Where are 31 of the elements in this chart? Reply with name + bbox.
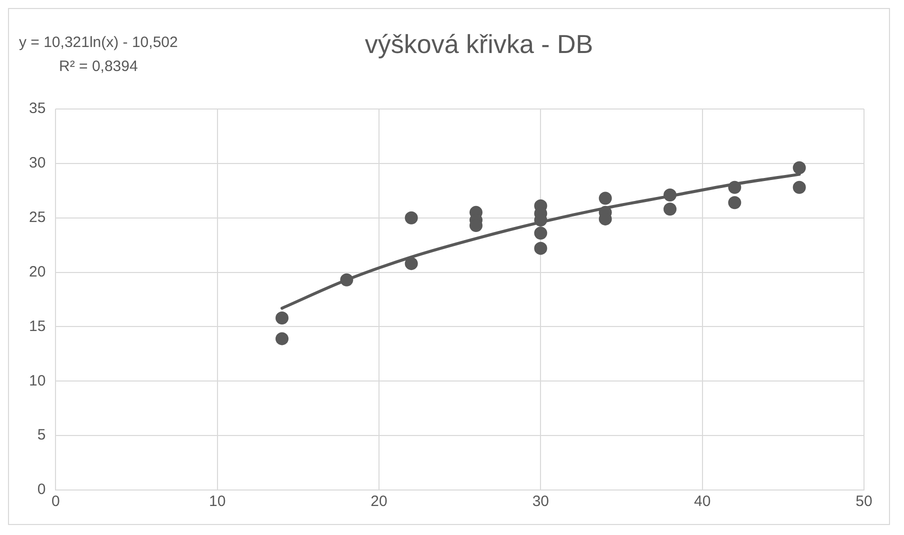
y-tick-label: 20	[28, 263, 46, 280]
point	[792, 161, 806, 174]
point	[728, 196, 742, 210]
y-tick-label: 10	[28, 372, 46, 390]
y-tick-label: 35	[28, 100, 46, 118]
y-tick-label: 0	[37, 481, 46, 498]
point	[792, 180, 806, 194]
y-tick-label: 25	[28, 209, 46, 226]
point	[404, 257, 418, 270]
point	[664, 188, 677, 202]
text: y = 10,321ln(x) - 10,502	[19, 33, 178, 53]
point	[598, 192, 612, 205]
x-tick-label: 50	[856, 493, 872, 510]
text: R² = 0,8394	[58, 57, 139, 77]
point	[534, 226, 548, 240]
point	[276, 332, 289, 346]
y-tick-label: 30	[28, 154, 46, 172]
x-tick-label: 0	[52, 493, 60, 510]
point	[728, 180, 742, 194]
x-tick-label: 40	[694, 493, 711, 510]
chart-title: výšková křivka - DB	[364, 29, 594, 59]
y-tick-label: 5	[37, 426, 46, 444]
x-tick-label: 10	[209, 493, 226, 510]
point	[404, 211, 418, 224]
point	[340, 273, 354, 286]
point	[664, 202, 677, 216]
y-tick-label: 15	[28, 318, 46, 335]
x-tick-label: 30	[532, 493, 550, 510]
point	[534, 242, 548, 255]
x-tick-label: 20	[370, 493, 388, 510]
point	[276, 312, 289, 325]
